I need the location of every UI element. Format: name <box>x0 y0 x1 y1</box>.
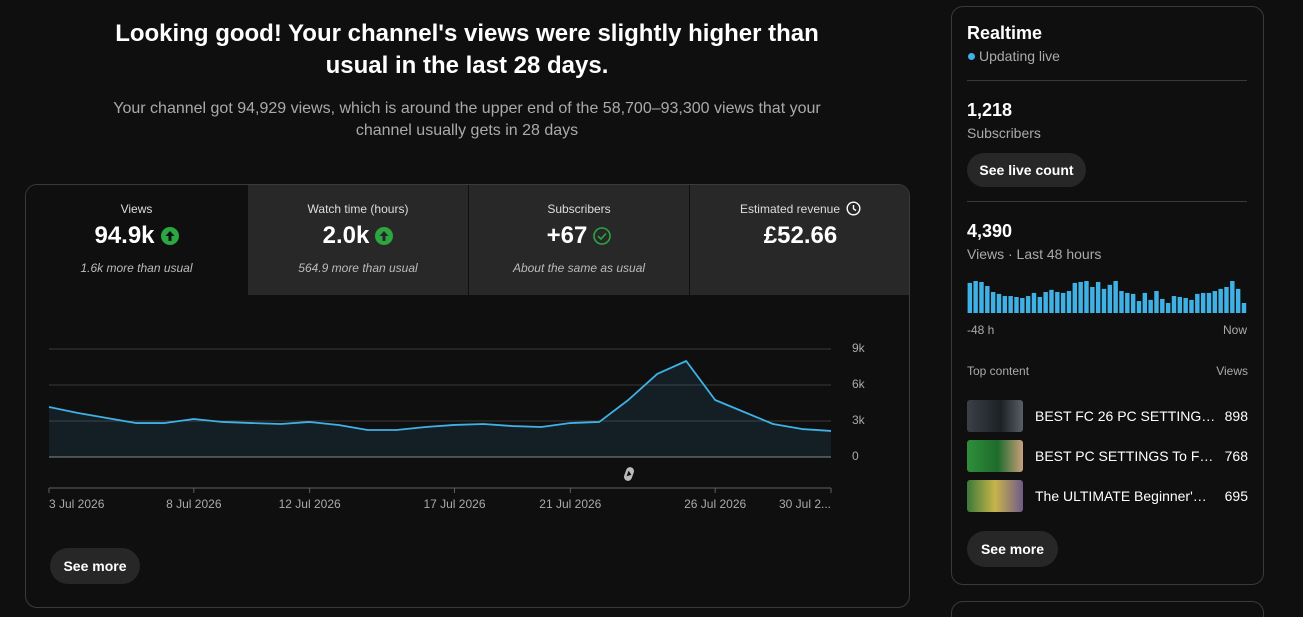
top-content-label: Top content <box>967 364 1030 378</box>
divider <box>967 80 1247 81</box>
metric-value: 2.0k <box>322 222 370 249</box>
metric-label: Views <box>120 202 153 216</box>
metric-label: Subscribers <box>547 202 611 216</box>
up-icon <box>160 227 179 245</box>
top-content-row[interactable]: The ULTIMATE Beginner'… 695 <box>967 480 1248 512</box>
divider <box>967 201 1247 202</box>
metric-value-row: 94.9k <box>26 222 247 250</box>
metric-label: Watch time (hours) <box>307 202 409 216</box>
metric-label: Estimated revenue <box>739 201 841 216</box>
metric-tab[interactable]: Estimated revenue £52.66 <box>689 185 909 295</box>
subscriber-label: Subscribers <box>967 125 1041 141</box>
metric-note: 564.9 more than usual <box>298 261 418 275</box>
content-title: The ULTIMATE Beginner'… <box>1035 488 1207 504</box>
realtime-title: Realtime <box>967 23 1043 43</box>
next-panel <box>951 601 1264 617</box>
clock-icon <box>846 201 861 216</box>
metric-tab[interactable]: Subscribers +67 About the same as usual <box>468 185 689 295</box>
metric-tab[interactable]: Views 94.9k 1.6k more than usual <box>26 185 247 295</box>
content-views: 768 <box>1224 448 1248 464</box>
top-content-row[interactable]: BEST PC SETTINGS To F… 768 <box>967 440 1248 472</box>
metric-note: About the same as usual <box>512 261 646 275</box>
content-views: 695 <box>1224 488 1248 504</box>
headline-subtitle: Your channel got 94,929 views, which is … <box>113 100 821 139</box>
content-title: BEST FC 26 PC SETTING… <box>1035 408 1216 424</box>
thumbnail <box>967 480 1023 512</box>
metric-value-row: +67 <box>469 222 689 250</box>
see-more-button[interactable]: See more <box>50 548 140 584</box>
content-views: 898 <box>1224 408 1248 424</box>
views-label: Views · Last 48 hours <box>967 246 1102 262</box>
content-title: BEST PC SETTINGS To F… <box>1035 448 1214 464</box>
thumbnail <box>967 400 1023 432</box>
views-count: 4,390 <box>967 221 1013 241</box>
metric-value-row: 2.0k <box>248 222 468 250</box>
top-content-row[interactable]: BEST FC 26 PC SETTING… 898 <box>967 400 1248 432</box>
metric-value: £52.66 <box>763 222 838 249</box>
thumbnail <box>967 440 1023 472</box>
headline: Looking good! Your channel's views were … <box>115 20 819 79</box>
overview-card: Views 94.9k 1.6k more than usual Watch t… <box>25 184 910 608</box>
metric-value: +67 <box>546 222 588 249</box>
live-dot <box>968 53 975 60</box>
subscriber-count: 1,218 <box>967 100 1013 120</box>
metric-tab[interactable]: Watch time (hours) 2.0k 564.9 more than … <box>247 185 468 295</box>
metric-value: 94.9k <box>94 222 155 249</box>
live-count-button[interactable]: See live count <box>967 153 1086 187</box>
see-more-button[interactable]: See more <box>967 531 1058 567</box>
check-icon <box>593 227 612 245</box>
realtime-panel: Realtime Updating live 1,218 Subscribers… <box>951 6 1264 585</box>
metric-note: 1.6k more than usual <box>80 261 193 275</box>
live-status: Updating live <box>979 48 1060 64</box>
up-icon <box>375 227 394 245</box>
metric-label-row: Estimated revenue <box>690 201 909 216</box>
views-header: Views <box>1216 364 1248 378</box>
